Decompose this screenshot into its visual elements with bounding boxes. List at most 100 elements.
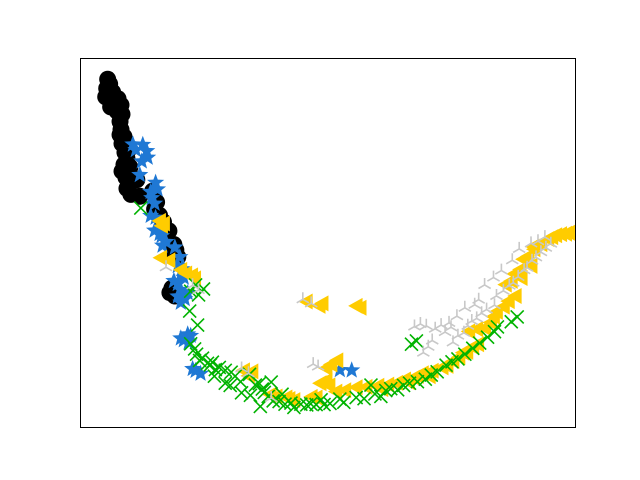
data-point — [171, 248, 189, 265]
data-point — [124, 135, 142, 152]
data-point — [478, 277, 492, 290]
data-point — [248, 377, 263, 393]
data-point — [234, 385, 249, 400]
data-point — [133, 200, 148, 216]
data-point — [348, 379, 363, 396]
data-point — [182, 304, 197, 319]
data-point — [147, 208, 165, 225]
data-point — [331, 361, 349, 378]
data-point — [223, 378, 238, 393]
data-point — [458, 300, 472, 312]
data-point — [468, 321, 484, 338]
data-point — [192, 364, 210, 381]
data-point — [188, 277, 203, 293]
data-point — [461, 318, 475, 330]
data-point — [218, 376, 233, 391]
data-point — [243, 388, 258, 403]
data-point — [303, 396, 318, 411]
data-point — [378, 383, 393, 398]
data-point — [184, 359, 202, 377]
data-point — [450, 351, 465, 366]
data-point — [418, 372, 433, 387]
data-point — [277, 397, 293, 412]
data-point — [560, 224, 575, 241]
data-point — [306, 357, 320, 369]
data-point — [241, 366, 255, 378]
data-point — [146, 221, 164, 238]
data-point — [336, 382, 352, 399]
data-point — [200, 356, 215, 371]
data-point — [419, 318, 433, 330]
data-point — [457, 325, 471, 337]
data-point — [428, 321, 442, 333]
data-point — [512, 261, 527, 278]
data-point — [505, 253, 519, 265]
data-point — [146, 194, 164, 211]
data-point — [490, 319, 505, 334]
data-point — [154, 236, 172, 253]
data-point — [152, 249, 167, 266]
data-point — [235, 361, 249, 373]
data-point — [131, 165, 149, 183]
data-point — [179, 284, 197, 301]
data-point — [169, 256, 187, 274]
data-point — [142, 182, 160, 200]
plot-area — [97, 70, 575, 415]
data-point — [470, 311, 484, 323]
data-point — [153, 217, 168, 234]
data-point — [304, 296, 318, 308]
data-point — [434, 318, 448, 330]
data-point — [465, 341, 480, 356]
data-point — [166, 238, 184, 255]
data-point — [352, 299, 367, 316]
data-point — [175, 331, 193, 348]
data-point — [233, 374, 248, 389]
data-point — [255, 382, 270, 397]
data-point — [363, 377, 379, 393]
data-point — [138, 142, 156, 159]
data-point — [266, 393, 281, 408]
data-point — [311, 297, 326, 314]
data-point — [186, 278, 200, 290]
data-point — [147, 173, 165, 190]
data-point — [496, 283, 510, 295]
data-point — [165, 271, 183, 289]
data-point — [507, 287, 522, 304]
data-point — [416, 345, 430, 357]
data-point — [157, 232, 175, 250]
data-point — [343, 361, 361, 378]
data-point — [160, 252, 176, 269]
data-point — [457, 347, 472, 362]
data-point — [153, 227, 171, 244]
data-point — [172, 293, 190, 310]
data-point — [169, 287, 187, 304]
data-point — [143, 189, 161, 206]
data-point — [139, 148, 157, 165]
data-point — [487, 270, 500, 282]
data-point — [159, 260, 173, 272]
data-point — [510, 309, 525, 325]
data-point — [320, 377, 336, 394]
data-point — [425, 333, 439, 345]
data-point — [322, 396, 338, 411]
data-point — [336, 395, 351, 410]
data-point — [488, 298, 501, 310]
data-point — [472, 336, 487, 351]
series-4-x — [133, 200, 525, 415]
data-point — [131, 187, 149, 205]
data-point — [450, 309, 464, 321]
data-point — [489, 288, 503, 301]
data-point — [207, 369, 222, 384]
data-point — [494, 263, 508, 275]
data-point — [169, 274, 187, 292]
data-point — [356, 391, 372, 406]
data-point — [190, 317, 205, 333]
data-point — [409, 333, 424, 348]
data-point — [430, 364, 445, 379]
data-point — [442, 315, 456, 328]
data-point — [182, 326, 200, 343]
data-point — [328, 352, 344, 369]
data-point — [327, 383, 343, 400]
data-point — [512, 241, 526, 254]
